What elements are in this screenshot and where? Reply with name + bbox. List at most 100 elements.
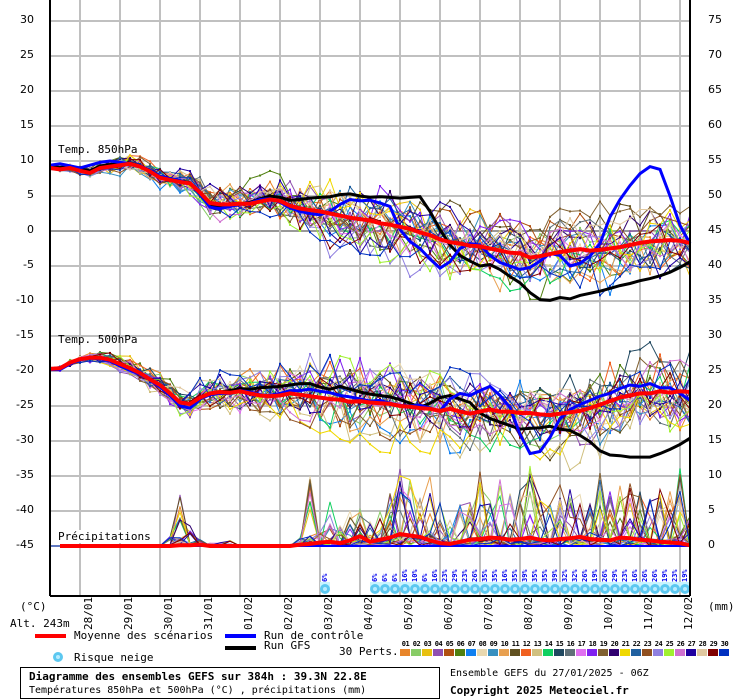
right-axis-tick: 65 [708, 83, 722, 96]
pert-color-swatch [576, 649, 586, 656]
label-temp-500: Temp. 500hPa [58, 333, 138, 346]
snow-risk-pct: 19% [591, 569, 599, 582]
snow-risk-pct: 19% [661, 569, 669, 582]
pert-number: 24 [654, 640, 663, 648]
chart-frame [49, 0, 691, 597]
pert-number: 19 [599, 640, 608, 648]
pert-color-swatch [719, 649, 729, 656]
snowflake-icon [53, 652, 63, 662]
snow-risk-pct: 16% [501, 569, 509, 582]
pert-number: 30 [720, 640, 729, 648]
right-axis-tick: 5 [708, 503, 715, 516]
pert-color-swatch [664, 649, 674, 656]
pert-color-swatch [653, 649, 663, 656]
perturbations-label: 30 Perts. [339, 645, 399, 658]
x-date-label: 29/01 [122, 596, 135, 630]
x-date-label: 06/02 [442, 596, 455, 630]
snow-risk-pct: 26% [471, 569, 479, 582]
x-date-label: 31/01 [202, 596, 215, 630]
snow-risk-pct: 26% [641, 569, 649, 582]
snow-risk-pct: 29% [451, 569, 459, 582]
pert-color-swatch [411, 649, 421, 656]
snow-risk-pct: 29% [611, 569, 619, 582]
snow-risk-pct: 6% [421, 573, 429, 582]
right-axis-tick: 45 [708, 223, 722, 236]
right-axis-tick: 60 [708, 118, 722, 131]
right-axis-tick: 20 [708, 398, 722, 411]
pert-color-swatch [598, 649, 608, 656]
pert-color-swatch [620, 649, 630, 656]
snow-risk-row [320, 582, 690, 594]
legend-gfs-label: Run GFS [264, 639, 311, 652]
x-date-label: 02/02 [282, 596, 295, 630]
pert-number: 20 [610, 640, 619, 648]
pert-number: 15 [555, 640, 564, 648]
pert-number: 21 [621, 640, 630, 648]
x-date-label: 04/02 [362, 596, 375, 630]
pert-number: 28 [698, 640, 707, 648]
pert-number: 05 [445, 640, 454, 648]
right-axis-tick: 15 [708, 433, 722, 446]
label-precipitation: Précipitations [58, 530, 151, 543]
pert-color-swatch [433, 649, 443, 656]
ensemble-member-line [49, 163, 691, 257]
pert-number: 18 [588, 640, 597, 648]
pert-number: 02 [412, 640, 421, 648]
pert-number: 27 [687, 640, 696, 648]
pert-color-swatch [532, 649, 542, 656]
pert-color-swatch [686, 649, 696, 656]
right-axis-tick: 75 [708, 13, 722, 26]
pert-color-swatch [422, 649, 432, 656]
x-date-label: 08/02 [522, 596, 535, 630]
label-temp-850: Temp. 850hPa [58, 143, 138, 156]
snow-risk-pct: 23% [671, 569, 679, 582]
x-date-label: 30/01 [162, 596, 175, 630]
x-date-label: 12/02 [682, 596, 695, 630]
x-date-label: 01/02 [242, 596, 255, 630]
pert-color-swatch [455, 649, 465, 656]
x-date-label: 11/02 [642, 596, 655, 630]
run-info: Ensemble GEFS du 27/01/2025 - 06Z [450, 668, 649, 679]
pert-number: 26 [676, 640, 685, 648]
left-axis-tick: 0 [27, 223, 34, 236]
left-axis-tick: 10 [20, 153, 34, 166]
legend-control-swatch [225, 634, 256, 638]
pert-color-swatch [675, 649, 685, 656]
pert-color-swatch [543, 649, 553, 656]
legend-control-label: Run de contrôle [264, 629, 364, 642]
left-axis-unit: (°C) [20, 600, 47, 613]
pert-color-swatch [488, 649, 498, 656]
snow-risk-pct: 26% [581, 569, 589, 582]
pert-number: 04 [434, 640, 443, 648]
pert-number: 09 [489, 640, 498, 648]
left-axis-tick: 5 [27, 188, 34, 201]
pert-color-swatch [477, 649, 487, 656]
left-axis-tick: 25 [20, 48, 34, 61]
legend-snow-label: Risque neige [74, 651, 154, 664]
pert-color-swatch [400, 649, 410, 656]
chart-subtitle: Températures 850hPa et 500hPa (°C) , pré… [29, 685, 367, 696]
pert-number: 16 [566, 640, 575, 648]
left-axis-tick: -35 [16, 468, 34, 481]
snow-risk-pct: 39% [551, 569, 559, 582]
snow-risk-pct: 32% [561, 569, 569, 582]
right-axis-tick: 55 [708, 153, 722, 166]
ensemble-members [49, 153, 691, 548]
pert-color-swatch [565, 649, 575, 656]
altitude-label: Alt. 243m [10, 617, 70, 630]
left-axis-tick: -40 [16, 503, 34, 516]
snow-risk-pct: 32% [571, 569, 579, 582]
pert-color-swatch [510, 649, 520, 656]
chart-grid [50, 0, 690, 596]
right-axis-tick: 70 [708, 48, 722, 61]
legend-gfs-swatch [225, 646, 256, 650]
left-axis-tick: -45 [16, 538, 34, 551]
left-axis-tick: -5 [23, 258, 34, 271]
right-axis-tick: 40 [708, 258, 722, 271]
snow-risk-pct: 26% [651, 569, 659, 582]
legend-mean-label: Moyenne des scénarios [74, 629, 214, 642]
title-box: Diagramme des ensembles GEFS sur 384h : … [20, 667, 440, 699]
x-date-label: 09/02 [562, 596, 575, 630]
snow-risk-pct: 35% [531, 569, 539, 582]
